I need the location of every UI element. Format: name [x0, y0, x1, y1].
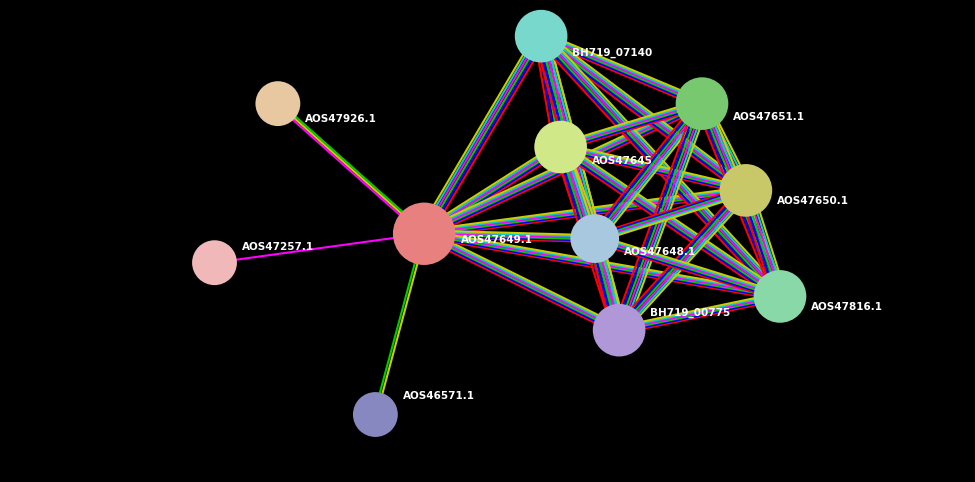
Text: AOS47257.1: AOS47257.1 — [242, 242, 314, 252]
Ellipse shape — [593, 304, 645, 357]
Ellipse shape — [353, 392, 398, 437]
Text: AOS47645: AOS47645 — [592, 156, 652, 165]
Text: AOS47651.1: AOS47651.1 — [733, 112, 805, 122]
Ellipse shape — [676, 77, 728, 130]
Ellipse shape — [720, 164, 772, 217]
Ellipse shape — [534, 120, 587, 174]
Text: AOS46571.1: AOS46571.1 — [403, 391, 475, 401]
Ellipse shape — [570, 214, 619, 263]
Ellipse shape — [515, 10, 567, 63]
Text: AOS47650.1: AOS47650.1 — [777, 196, 849, 206]
Ellipse shape — [255, 81, 300, 126]
Text: AOS47649.1: AOS47649.1 — [461, 235, 533, 244]
Ellipse shape — [754, 270, 806, 323]
Ellipse shape — [192, 240, 237, 285]
Text: AOS47926.1: AOS47926.1 — [305, 114, 377, 124]
Ellipse shape — [393, 202, 455, 265]
Text: AOS47816.1: AOS47816.1 — [811, 302, 883, 312]
Text: BH719_00775: BH719_00775 — [650, 308, 730, 319]
Text: AOS47648.1: AOS47648.1 — [624, 247, 696, 257]
Text: BH719_07140: BH719_07140 — [572, 48, 652, 58]
